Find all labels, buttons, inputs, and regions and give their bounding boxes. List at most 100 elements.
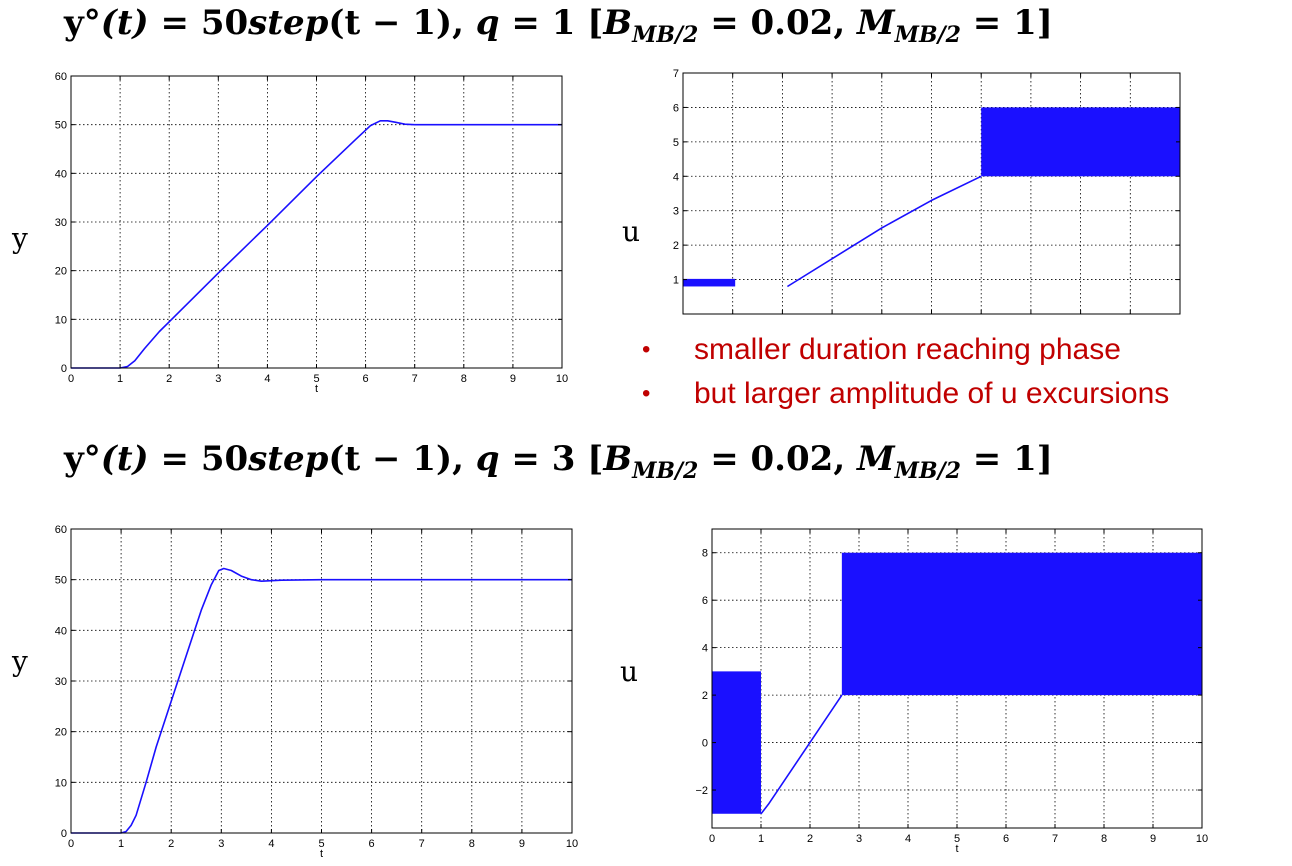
y-tick-label: 6 xyxy=(702,595,708,607)
series-line xyxy=(71,567,572,834)
heading-m: M xyxy=(857,3,895,43)
heading-eq: = 50 xyxy=(148,3,249,43)
heading-eq: = 50 xyxy=(148,439,249,479)
y-tick-label: 1 xyxy=(673,275,679,287)
note-text: smaller duration reaching phase xyxy=(694,333,1121,366)
y-tick-label: 30 xyxy=(55,217,67,229)
heading-q3: y°(t) = 50step(t − 1), q = 3 [BMB/2 = 0.… xyxy=(64,442,1053,482)
heading-arg: (t) xyxy=(100,439,149,479)
bullet-icon: • xyxy=(642,380,651,407)
y-tick-label: 6 xyxy=(673,102,679,114)
y-tick-label: 40 xyxy=(55,168,67,180)
y-tick-label: 10 xyxy=(55,777,67,789)
y-tick-label: 20 xyxy=(55,266,67,278)
x-tick-label: 0 xyxy=(68,373,74,385)
y-tick-label: 3 xyxy=(673,206,679,218)
y-tick-label: 0 xyxy=(61,363,67,375)
heading-step: step xyxy=(248,3,329,43)
heading-msub: MB/2 xyxy=(894,457,961,484)
heading-meq: = 1] xyxy=(960,439,1053,479)
u-label-top: u xyxy=(622,215,641,248)
y-tick-label: 7 xyxy=(673,68,679,80)
heading-arg: (t) xyxy=(100,3,149,43)
control-switching-band xyxy=(683,278,736,287)
heading-steparg: (t − 1), xyxy=(328,439,476,479)
x-tick-label: 8 xyxy=(469,838,475,850)
x-tick-label: 8 xyxy=(461,373,467,385)
note-text: but larger amplitude of u excursions xyxy=(694,377,1170,410)
y-tick-label: 40 xyxy=(55,625,67,637)
x-axis-label: t xyxy=(955,843,958,855)
series-line xyxy=(760,694,843,815)
x-tick-label: 0 xyxy=(68,838,74,850)
x-tick-label: 7 xyxy=(412,373,418,385)
heading-b: B xyxy=(603,3,633,43)
x-tick-label: 5 xyxy=(318,838,324,850)
heading-meq: = 1] xyxy=(960,3,1053,43)
x-tick-label: 10 xyxy=(556,373,568,385)
x-tick-label: 6 xyxy=(363,373,369,385)
y-tick-label: 5 xyxy=(673,137,679,149)
series-line xyxy=(71,120,562,369)
x-tick-label: 0 xyxy=(709,833,715,845)
bullet-icon: • xyxy=(642,336,651,363)
y-tick-label: 30 xyxy=(55,676,67,688)
heading-yref: y° xyxy=(64,3,101,43)
x-tick-label: 4 xyxy=(264,373,270,385)
x-tick-label: 8 xyxy=(1101,833,1107,845)
x-tick-label: 1 xyxy=(118,838,124,850)
y-label-top: y xyxy=(12,222,28,255)
x-axis-label: t xyxy=(315,383,318,395)
heading-q: q xyxy=(475,3,500,43)
y-tick-label: 20 xyxy=(55,727,67,739)
x-tick-label: 9 xyxy=(1150,833,1156,845)
heading-q1: y°(t) = 50step(t − 1), q = 1 [B MB/2 = 0.… xyxy=(64,6,1053,46)
heading-beq: = 0.02, xyxy=(698,3,858,43)
x-tick-label: 4 xyxy=(268,838,274,850)
heading-yref: y° xyxy=(64,439,101,479)
x-axis-label: t xyxy=(320,848,323,860)
heading-b: B xyxy=(603,439,633,479)
series-line xyxy=(786,175,982,288)
heading-qeq: = 1 [ xyxy=(499,3,604,43)
heading-qeq: = 3 [ xyxy=(499,439,604,479)
heading-steparg: (t − 1), xyxy=(328,3,476,43)
x-tick-label: 3 xyxy=(218,838,224,850)
x-tick-label: 6 xyxy=(1003,833,1009,845)
y-tick-label: 4 xyxy=(702,643,708,655)
notes-list: • smaller duration reaching phase • but la… xyxy=(640,328,1169,416)
y-tick-label: 50 xyxy=(55,575,67,587)
note-item: • smaller duration reaching phase xyxy=(640,328,1169,372)
x-tick-label: 10 xyxy=(1196,833,1208,845)
heading-bsub: MB/2 xyxy=(632,457,699,484)
note-item: • but larger amplitude of u excursions xyxy=(640,372,1169,416)
heading-m: M xyxy=(857,439,895,479)
y-label-bottom: y xyxy=(12,645,28,678)
y-tick-label: 50 xyxy=(55,120,67,132)
x-tick-label: 2 xyxy=(166,373,172,385)
y-tick-label: 0 xyxy=(61,828,67,840)
control-switching-band xyxy=(981,107,1180,177)
x-tick-label: 7 xyxy=(419,838,425,850)
x-tick-label: 6 xyxy=(369,838,375,850)
y-tick-label: 2 xyxy=(673,240,679,252)
x-tick-label: 7 xyxy=(1052,833,1058,845)
x-tick-label: 4 xyxy=(905,833,911,845)
x-tick-label: 3 xyxy=(856,833,862,845)
x-tick-label: 3 xyxy=(215,373,221,385)
x-tick-label: 9 xyxy=(510,373,516,385)
y-tick-label: 2 xyxy=(702,690,708,702)
x-tick-label: 10 xyxy=(566,838,578,850)
y-tick-label: 8 xyxy=(702,548,708,560)
heading-step: step xyxy=(248,439,329,479)
heading-msub: MB/2 xyxy=(894,21,961,48)
y-tick-label: 60 xyxy=(55,524,67,536)
heading-q: q xyxy=(475,439,500,479)
x-tick-label: 2 xyxy=(168,838,174,850)
x-tick-label: 1 xyxy=(117,373,123,385)
y-tick-label: 4 xyxy=(673,171,679,183)
control-switching-band xyxy=(841,552,1202,696)
heading-beq: = 0.02, xyxy=(698,439,858,479)
